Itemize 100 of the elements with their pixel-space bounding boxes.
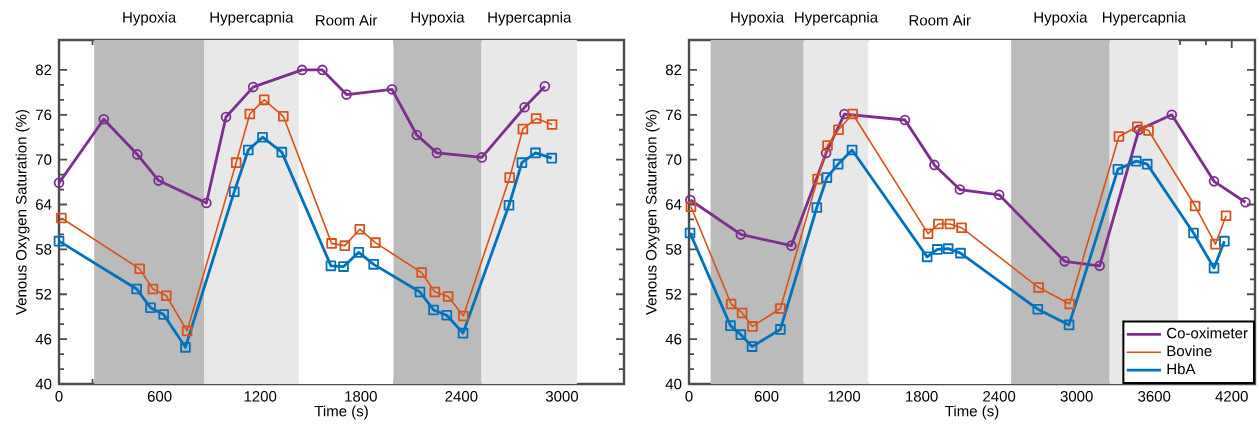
x-tick-label: 0 — [55, 391, 63, 402]
point — [56, 212, 67, 224]
point — [725, 298, 737, 310]
point — [1112, 164, 1124, 175]
y-tick-label: 82 — [35, 64, 52, 76]
legend-label: Bovine — [1167, 345, 1212, 357]
point — [411, 129, 423, 141]
point — [539, 81, 551, 92]
band-label: Hypoxia — [731, 11, 785, 26]
point — [370, 237, 381, 248]
point — [147, 283, 159, 295]
point — [1220, 210, 1232, 222]
point — [954, 184, 966, 195]
point — [278, 110, 289, 122]
point — [775, 303, 786, 314]
x-tick-label: 1200 — [244, 391, 277, 402]
band-label: Hypercapnia — [1102, 11, 1186, 26]
point — [1166, 109, 1178, 121]
point — [276, 146, 288, 158]
x-tick-label: 3000 — [545, 391, 579, 402]
x-tick-label: 3600 — [1138, 391, 1171, 402]
point — [822, 140, 833, 151]
point — [341, 89, 352, 100]
point — [546, 152, 558, 164]
point — [242, 144, 254, 156]
y-tick-label: 52 — [35, 288, 52, 300]
point — [1219, 235, 1230, 247]
point — [220, 111, 232, 123]
point — [530, 147, 541, 159]
point — [1059, 256, 1070, 267]
y-tick-label: 46 — [665, 333, 682, 345]
point — [153, 175, 164, 186]
band-label: Hypercapnia — [795, 11, 879, 26]
point — [317, 64, 328, 76]
point — [258, 94, 270, 106]
point — [339, 240, 351, 251]
point — [725, 320, 736, 331]
x-axis-title: Time (s) — [314, 405, 368, 420]
y-tick-label: 58 — [665, 244, 682, 255]
point — [922, 228, 934, 239]
x-tick-label: 4200 — [1215, 391, 1248, 402]
legend-label: HbA — [1167, 363, 1196, 375]
point — [899, 114, 911, 126]
point — [746, 341, 758, 352]
y-tick-label: 64 — [666, 199, 682, 210]
y-tick-label: 82 — [665, 64, 682, 76]
x-tick-label: 2400 — [983, 391, 1016, 402]
point — [201, 197, 212, 209]
point — [476, 152, 488, 163]
point — [932, 244, 943, 255]
point — [736, 307, 748, 319]
point — [442, 291, 454, 302]
point — [180, 342, 191, 353]
y-tick-label: 70 — [666, 154, 682, 165]
point — [921, 251, 933, 263]
point — [338, 261, 349, 272]
y-tick-label: 46 — [35, 333, 52, 345]
point — [956, 222, 967, 233]
point — [504, 172, 515, 183]
point — [820, 147, 832, 159]
point — [53, 235, 65, 247]
x-tick-label: 0 — [685, 391, 693, 402]
x-tick-label: 1800 — [906, 391, 938, 402]
band-label: Hypoxia — [1034, 11, 1088, 26]
point — [1141, 158, 1153, 170]
point — [1189, 200, 1201, 212]
point — [441, 309, 453, 321]
x-tick-label: 1800 — [345, 391, 377, 402]
point — [414, 286, 426, 298]
point — [416, 267, 427, 278]
x-tick-label: 3000 — [1060, 391, 1093, 402]
y-tick-label: 52 — [665, 288, 682, 300]
point — [132, 149, 143, 160]
point — [735, 229, 747, 240]
point — [134, 263, 145, 275]
point — [131, 283, 142, 295]
point — [933, 218, 944, 230]
point — [775, 324, 786, 335]
point — [1240, 196, 1251, 208]
point — [821, 172, 833, 183]
point — [1143, 125, 1154, 136]
point — [1064, 298, 1075, 310]
point — [431, 147, 443, 159]
y-tick-label: 64 — [36, 199, 52, 210]
point — [353, 247, 365, 258]
point — [244, 108, 256, 120]
point — [386, 84, 398, 95]
point — [1210, 238, 1221, 250]
point — [247, 81, 259, 93]
x-tick-label: 600 — [147, 391, 172, 402]
point — [944, 218, 956, 230]
y-tick-label: 40 — [665, 378, 682, 390]
point — [833, 124, 844, 136]
x-axis-title: Time (s) — [945, 405, 999, 420]
y-tick-label: 70 — [36, 154, 52, 165]
point — [684, 227, 696, 239]
point — [1032, 303, 1044, 315]
point — [812, 173, 823, 185]
point — [257, 131, 268, 143]
point — [1130, 155, 1142, 167]
